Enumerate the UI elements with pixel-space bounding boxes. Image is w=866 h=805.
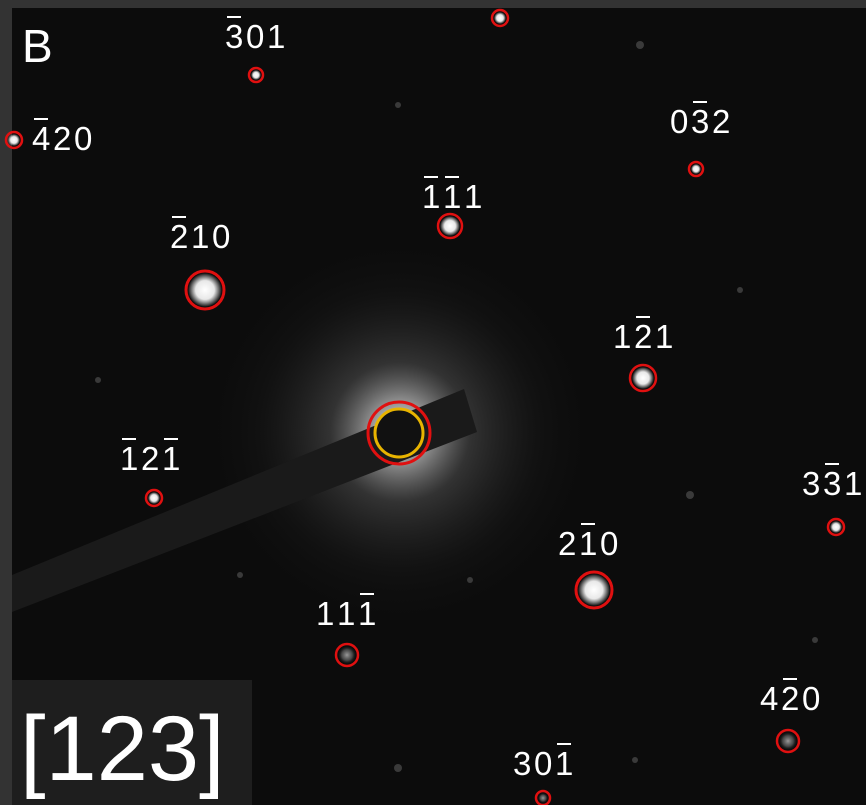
- zone-axis-box: [12, 680, 252, 805]
- label-digit: 0: [600, 525, 618, 562]
- label-digit: 1: [358, 595, 376, 632]
- label-digit: 1: [579, 525, 597, 562]
- label-digit: 1: [120, 440, 138, 477]
- label-digit: 3: [225, 18, 243, 55]
- spot-labels: 3 0 14 2 0 0 3 21 1 12 1 01 2 11 2 13 3 12 1 01 1 14 2 03 0 1: [32, 16, 862, 782]
- panel-letter: B: [22, 20, 53, 72]
- spot-ring-s-21bar0: [574, 570, 614, 610]
- spot-core-s-1bar1bar1: [440, 216, 460, 236]
- label-digit: 4: [32, 120, 50, 157]
- label-digit: 2: [170, 218, 188, 255]
- spot-core-s-21bar0: [578, 574, 610, 606]
- label-digit: 1: [613, 318, 631, 355]
- label-digit: 1: [267, 18, 285, 55]
- label-digit: 1: [464, 178, 482, 215]
- label-digit: 2: [634, 318, 652, 355]
- diffraction-spots: [4, 8, 846, 805]
- spot-ring-s-12bar1: [628, 363, 658, 393]
- label-digit: 2: [53, 120, 71, 157]
- spot-core-s-111bar: [338, 646, 356, 664]
- background-specks: [95, 41, 818, 772]
- spot-core-s-2bar10: [188, 273, 222, 307]
- spot-core-s-4bar20: [8, 134, 20, 146]
- spot-core-top-unlabeled: [494, 12, 506, 24]
- spot-ring-s-3bar01: [247, 66, 265, 84]
- spot-core-s-3bar01: [251, 70, 261, 80]
- label-digit: 1: [191, 218, 209, 255]
- label-digit: 2: [781, 680, 799, 717]
- label-digit: 0: [802, 680, 820, 717]
- spot-core-s-12bar1: [632, 367, 654, 389]
- label-digit: 1: [655, 318, 673, 355]
- spot-ring-top-unlabeled: [490, 8, 510, 28]
- label-digit: 1: [422, 178, 440, 215]
- spot-core-s-03bar2: [691, 164, 701, 174]
- label-digit: 0: [246, 18, 264, 55]
- spot-ring-s-111bar: [334, 642, 360, 668]
- label-digit: 0: [534, 745, 552, 782]
- label-digit: 2: [712, 103, 730, 140]
- spot-ring-s-42bar0: [775, 728, 801, 754]
- label-digit: 0: [670, 103, 688, 140]
- spot-ring-s-1bar21bar: [144, 488, 164, 508]
- spot-core-s-42bar0: [779, 732, 797, 750]
- center-ring: [366, 400, 432, 466]
- label-digit: 3: [802, 465, 820, 502]
- spot-core-s-1bar21bar: [148, 492, 160, 504]
- spot-ring-s-33bar1: [826, 517, 846, 537]
- label-digit: 1: [337, 595, 355, 632]
- spot-ring-s-4bar20: [4, 130, 24, 150]
- label-digit: 2: [141, 440, 159, 477]
- label-digit: 0: [212, 218, 230, 255]
- label-digit: 4: [760, 680, 778, 717]
- label-digit: 3: [823, 465, 841, 502]
- label-digit: 1: [443, 178, 461, 215]
- transmitted-beam: [366, 400, 432, 466]
- label-digit: 2: [558, 525, 576, 562]
- zone-axis-label: [123]: [20, 698, 225, 800]
- spot-ring-s-301bar: [534, 789, 552, 805]
- spot-core-s-33bar1: [830, 521, 842, 533]
- label-digit: 0: [74, 120, 92, 157]
- spot-ring-s-1bar1bar1: [436, 212, 464, 240]
- label-digit: 1: [316, 595, 334, 632]
- label-digit: 1: [555, 745, 573, 782]
- label-digit: 3: [691, 103, 709, 140]
- label-digit: 3: [513, 745, 531, 782]
- spot-core-s-301bar: [538, 793, 548, 803]
- label-digit: 1: [162, 440, 180, 477]
- spot-ring-s-03bar2: [687, 160, 705, 178]
- beam-stop: [12, 389, 477, 612]
- transmitted-beam-ring: [373, 407, 425, 459]
- spot-ring-s-2bar10: [184, 269, 226, 311]
- label-digit: 1: [844, 465, 862, 502]
